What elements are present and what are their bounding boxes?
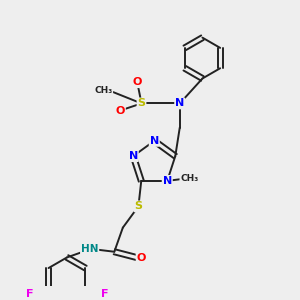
- Text: O: O: [116, 106, 125, 116]
- Text: N: N: [163, 176, 172, 186]
- Text: O: O: [136, 253, 146, 263]
- Text: CH₃: CH₃: [180, 173, 199, 182]
- Text: F: F: [101, 289, 108, 298]
- Text: F: F: [26, 289, 33, 298]
- Text: N: N: [150, 136, 159, 146]
- Text: N: N: [129, 151, 138, 161]
- Text: N: N: [175, 98, 184, 108]
- Text: O: O: [133, 77, 142, 87]
- Text: HN: HN: [81, 244, 98, 254]
- Text: S: S: [137, 98, 146, 108]
- Text: S: S: [134, 201, 142, 212]
- Text: CH₃: CH₃: [94, 86, 112, 95]
